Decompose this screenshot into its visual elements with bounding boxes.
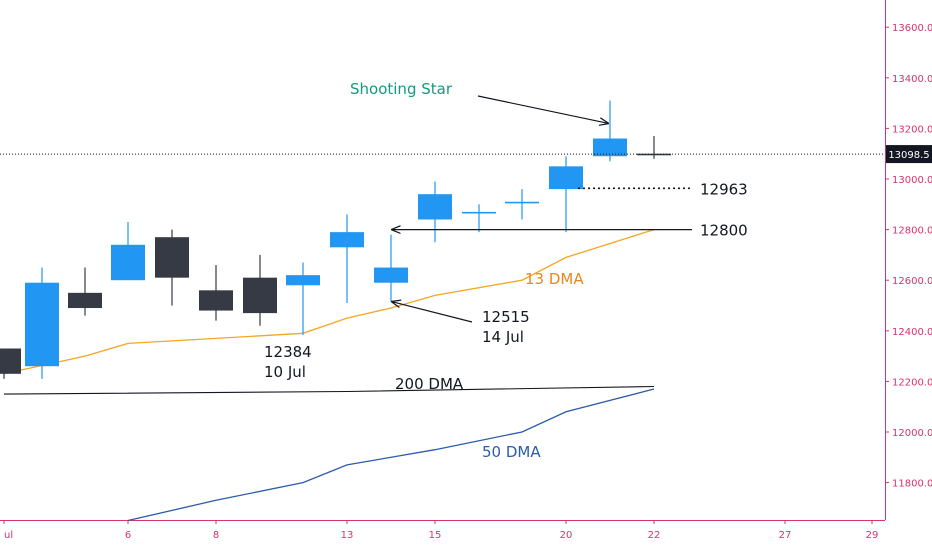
low-14jul-date: 14 Jul [482, 328, 524, 346]
dma200-line [3, 385, 655, 395]
candle [155, 229, 189, 306]
y-tick-label: 13600.0 [892, 23, 932, 34]
level-12800-label: 12800 [700, 222, 748, 240]
candle-body [549, 166, 583, 190]
candle [462, 204, 496, 233]
annotations: 12963 12800 Shooting Star 12515 14 Jul 12384 1… [264, 80, 748, 461]
candle-body [462, 211, 496, 214]
last-price-label-bg [886, 145, 932, 164]
candle-body [593, 138, 627, 157]
candle [549, 156, 583, 233]
candle-body [374, 267, 408, 283]
x-tick-label: ul [4, 530, 13, 541]
y-tick-label: 12000.0 [892, 428, 932, 439]
candle [418, 181, 452, 243]
y-tick-label: 11800.0 [892, 479, 932, 490]
x-tick-label: 22 [648, 530, 661, 541]
candle-body [155, 237, 189, 278]
x-tick-label: 27 [779, 530, 792, 541]
y-tick-label: 12800.0 [892, 226, 932, 237]
candle [505, 189, 539, 220]
dma50-line [127, 388, 655, 522]
y-tick-label: 12200.0 [892, 377, 932, 388]
low-14jul-arrow [392, 302, 473, 323]
candle-body [25, 282, 59, 367]
dma50-label: 50 DMA [482, 443, 541, 461]
level-12963-label: 12963 [700, 180, 748, 198]
x-tick-label: 29 [866, 530, 879, 541]
candle [593, 100, 627, 162]
candle [111, 222, 145, 281]
last-price-label: 13098.5 [888, 150, 929, 161]
candle [374, 234, 408, 302]
shooting-star-label: Shooting Star [350, 80, 453, 98]
candle [637, 135, 671, 159]
x-tick-label: 15 [429, 530, 442, 541]
y-tick-label: 13400.0 [892, 74, 932, 85]
candle-body [418, 194, 452, 220]
shooting-star-arrow [477, 95, 608, 123]
candle [243, 254, 277, 326]
candle-body [0, 348, 21, 374]
candle-body [286, 275, 320, 286]
dma13-line [3, 228, 655, 375]
dma13-label: 13 DMA [525, 270, 584, 288]
y-tick-label: 12600.0 [892, 276, 932, 287]
candle-body [330, 232, 364, 248]
x-tick-label: 20 [560, 530, 573, 541]
low-14jul-value: 12515 [482, 308, 530, 326]
candle [286, 262, 320, 335]
candle-body [111, 244, 145, 281]
candle [330, 214, 364, 303]
low-10jul-value: 12384 [264, 343, 312, 361]
x-tick-label: 8 [213, 530, 219, 541]
candle [25, 267, 59, 379]
y-tick-label: 13000.0 [892, 175, 932, 186]
dma200-label: 200 DMA [395, 375, 464, 393]
y-tick-label: 13200.0 [892, 124, 932, 135]
candle-body [505, 201, 539, 204]
candle [0, 348, 21, 379]
low-10jul-date: 10 Jul [264, 363, 306, 381]
candle [199, 265, 233, 321]
candle-body [68, 292, 102, 309]
x-tick-label: 6 [125, 530, 131, 541]
candle-body [199, 290, 233, 311]
candle [68, 267, 102, 316]
candle-body [243, 277, 277, 314]
y-tick-label: 12400.0 [892, 327, 932, 338]
x-tick-label: 13 [341, 530, 354, 541]
candles [0, 100, 671, 379]
